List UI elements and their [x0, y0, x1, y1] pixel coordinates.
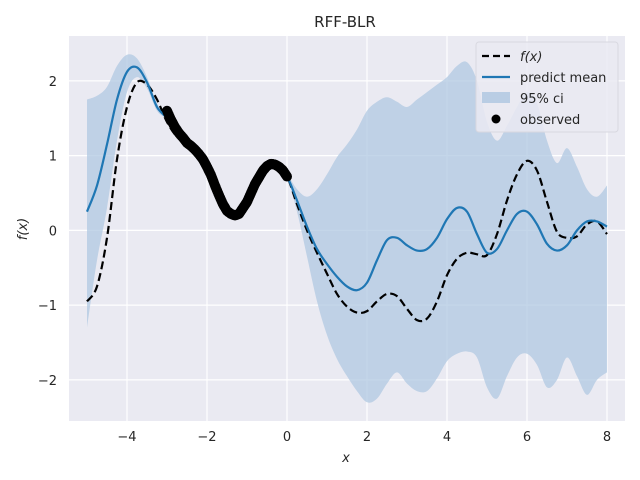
legend: f(x) predict mean 95% ci observed	[475, 41, 619, 133]
y-tick-label: 2	[49, 75, 57, 90]
x-tick-label: 4	[443, 430, 451, 445]
observed-point	[282, 171, 292, 182]
legend-swatch-ci	[482, 92, 510, 103]
y-tick-label: −2	[38, 374, 57, 389]
y-axis-label: f(x)	[16, 218, 31, 240]
legend-box	[475, 41, 619, 133]
x-tick-labels: −4 −2 0 2 4 6 8	[117, 430, 611, 445]
y-tick-label: −1	[38, 299, 57, 314]
legend-swatch-observed	[491, 114, 501, 124]
legend-label-observed: observed	[520, 113, 580, 128]
x-tick-label: 8	[603, 430, 611, 445]
ci-band-layer	[87, 54, 607, 403]
legend-label-mean: predict mean	[520, 71, 606, 86]
observed-points	[162, 105, 292, 221]
x-tick-label: −2	[197, 430, 216, 445]
y-tick-label: 1	[49, 150, 57, 165]
y-tick-labels: −2 −1 0 1 2	[38, 75, 57, 389]
x-axis-label: x	[341, 451, 350, 466]
x-tick-label: 2	[363, 430, 371, 445]
legend-label-truth: f(x)	[520, 50, 542, 65]
x-tick-label: −4	[117, 430, 136, 445]
x-tick-label: 6	[523, 430, 531, 445]
y-tick-label: 0	[49, 224, 57, 239]
x-tick-label: 0	[283, 430, 291, 445]
ci-band	[87, 54, 607, 403]
chart-title: RFF-BLR	[314, 13, 376, 31]
legend-label-ci: 95% ci	[520, 92, 564, 107]
